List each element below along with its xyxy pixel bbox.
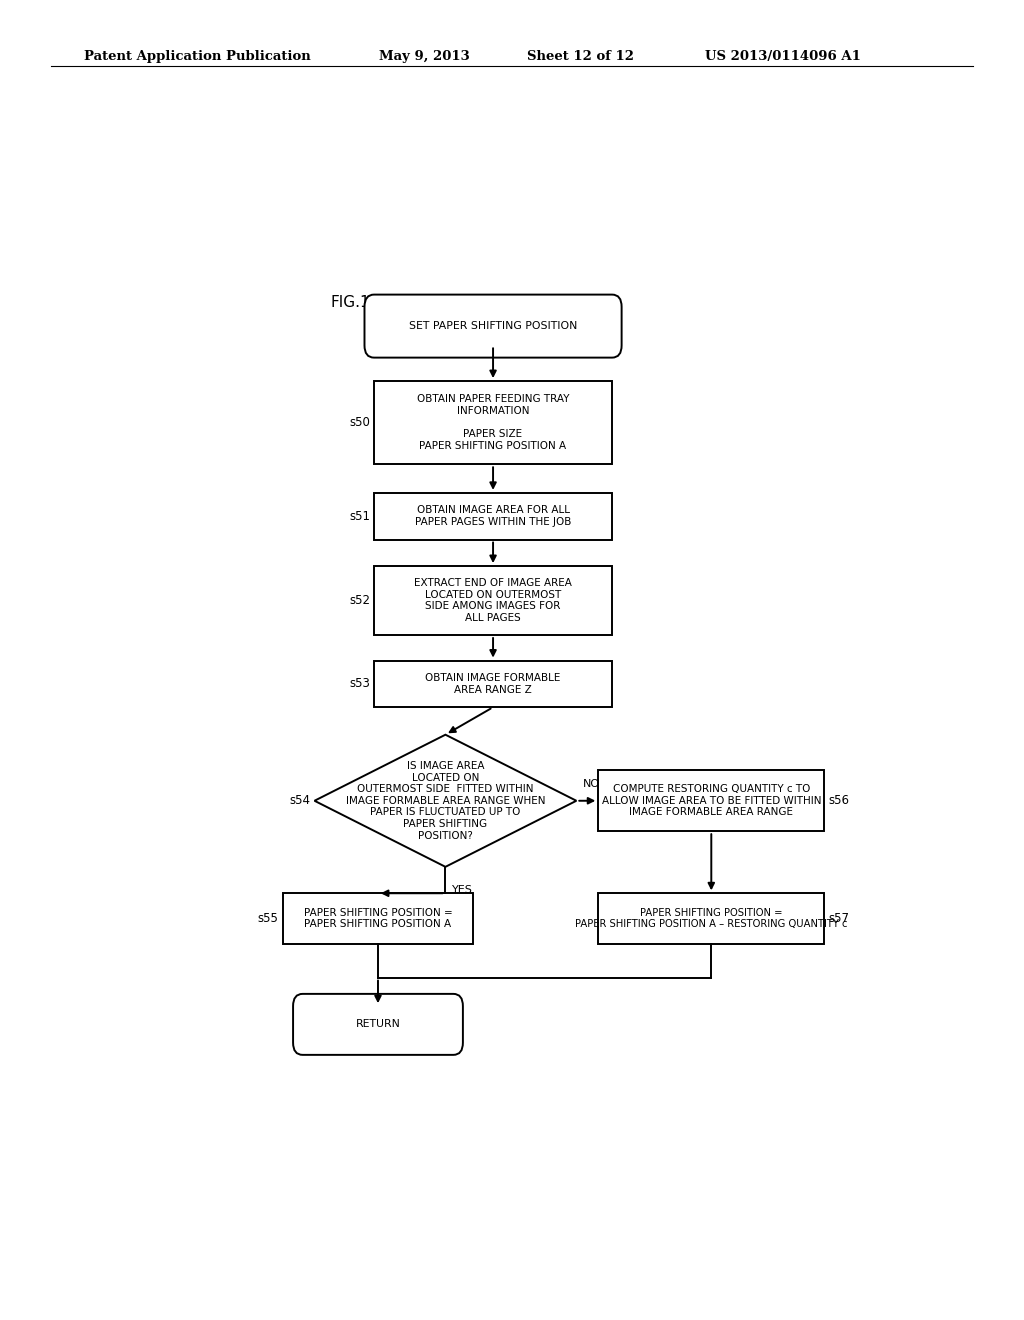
Bar — [374, 660, 612, 708]
Text: s53: s53 — [349, 677, 370, 690]
Bar — [598, 894, 824, 944]
Bar — [283, 894, 473, 944]
FancyBboxPatch shape — [293, 994, 463, 1055]
Text: Sheet 12 of 12: Sheet 12 of 12 — [527, 50, 634, 63]
Text: s56: s56 — [828, 795, 849, 808]
Text: s52: s52 — [349, 594, 370, 607]
FancyBboxPatch shape — [365, 294, 622, 358]
Text: s50: s50 — [349, 416, 370, 429]
Text: FIG.12: FIG.12 — [331, 296, 380, 310]
Text: s55: s55 — [258, 912, 279, 925]
Text: YES: YES — [452, 886, 473, 895]
Text: OBTAIN PAPER FEEDING TRAY
INFORMATION

PAPER SIZE
PAPER SHIFTING POSITION A: OBTAIN PAPER FEEDING TRAY INFORMATION PA… — [417, 395, 569, 451]
Text: NO: NO — [583, 779, 600, 788]
Text: EXTRACT END OF IMAGE AREA
LOCATED ON OUTERMOST
SIDE AMONG IMAGES FOR
ALL PAGES: EXTRACT END OF IMAGE AREA LOCATED ON OUT… — [414, 578, 572, 623]
Bar — [598, 771, 824, 832]
Text: OBTAIN IMAGE AREA FOR ALL
PAPER PAGES WITHIN THE JOB: OBTAIN IMAGE AREA FOR ALL PAPER PAGES WI… — [415, 506, 571, 527]
Text: s57: s57 — [828, 912, 849, 925]
Bar — [374, 381, 612, 465]
Text: PAPER SHIFTING POSITION =
PAPER SHIFTING POSITION A – RESTORING QUANTITY c: PAPER SHIFTING POSITION = PAPER SHIFTING… — [575, 908, 848, 929]
Polygon shape — [314, 735, 577, 867]
Text: s51: s51 — [349, 510, 370, 523]
Bar — [374, 492, 612, 540]
Bar — [374, 566, 612, 635]
Text: RETURN: RETURN — [355, 1019, 400, 1030]
Text: COMPUTE RESTORING QUANTITY c TO
ALLOW IMAGE AREA TO BE FITTED WITHIN
IMAGE FORMA: COMPUTE RESTORING QUANTITY c TO ALLOW IM… — [601, 784, 821, 817]
Text: PAPER SHIFTING POSITION =
PAPER SHIFTING POSITION A: PAPER SHIFTING POSITION = PAPER SHIFTING… — [303, 908, 453, 929]
Text: s54: s54 — [290, 795, 310, 808]
Text: May 9, 2013: May 9, 2013 — [379, 50, 470, 63]
Text: Patent Application Publication: Patent Application Publication — [84, 50, 310, 63]
Text: US 2013/0114096 A1: US 2013/0114096 A1 — [705, 50, 860, 63]
Text: OBTAIN IMAGE FORMABLE
AREA RANGE Z: OBTAIN IMAGE FORMABLE AREA RANGE Z — [425, 673, 561, 694]
Text: IS IMAGE AREA
LOCATED ON
OUTERMOST SIDE  FITTED WITHIN
IMAGE FORMABLE AREA RANGE: IS IMAGE AREA LOCATED ON OUTERMOST SIDE … — [346, 760, 545, 841]
Text: SET PAPER SHIFTING POSITION: SET PAPER SHIFTING POSITION — [409, 321, 578, 331]
